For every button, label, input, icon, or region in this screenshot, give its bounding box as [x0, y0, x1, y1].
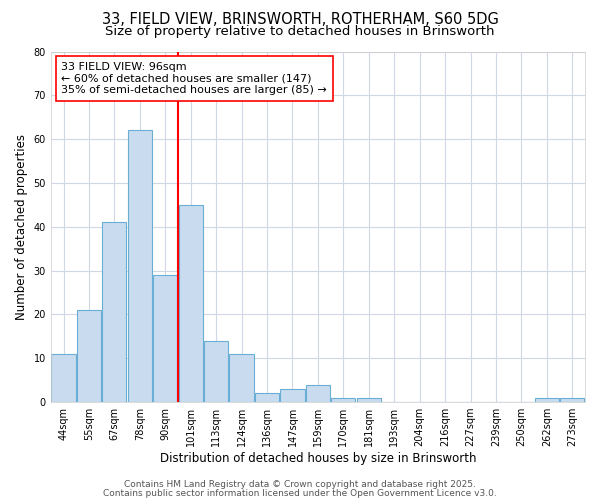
Bar [306, 384, 330, 402]
Text: 33 FIELD VIEW: 96sqm
← 60% of detached houses are smaller (147)
35% of semi-deta: 33 FIELD VIEW: 96sqm ← 60% of detached h… [61, 62, 327, 95]
Bar [179, 205, 203, 402]
Bar [280, 389, 305, 402]
X-axis label: Distribution of detached houses by size in Brinsworth: Distribution of detached houses by size … [160, 452, 476, 465]
Bar [128, 130, 152, 402]
Bar [331, 398, 355, 402]
Text: Contains HM Land Registry data © Crown copyright and database right 2025.: Contains HM Land Registry data © Crown c… [124, 480, 476, 489]
Bar [204, 340, 228, 402]
Text: Size of property relative to detached houses in Brinsworth: Size of property relative to detached ho… [105, 25, 495, 38]
Bar [153, 275, 178, 402]
Bar [560, 398, 584, 402]
Bar [77, 310, 101, 402]
Text: Contains public sector information licensed under the Open Government Licence v3: Contains public sector information licen… [103, 488, 497, 498]
Bar [356, 398, 381, 402]
Y-axis label: Number of detached properties: Number of detached properties [15, 134, 28, 320]
Bar [535, 398, 559, 402]
Text: 33, FIELD VIEW, BRINSWORTH, ROTHERHAM, S60 5DG: 33, FIELD VIEW, BRINSWORTH, ROTHERHAM, S… [101, 12, 499, 28]
Bar [229, 354, 254, 402]
Bar [52, 354, 76, 402]
Bar [103, 222, 127, 402]
Bar [255, 394, 279, 402]
